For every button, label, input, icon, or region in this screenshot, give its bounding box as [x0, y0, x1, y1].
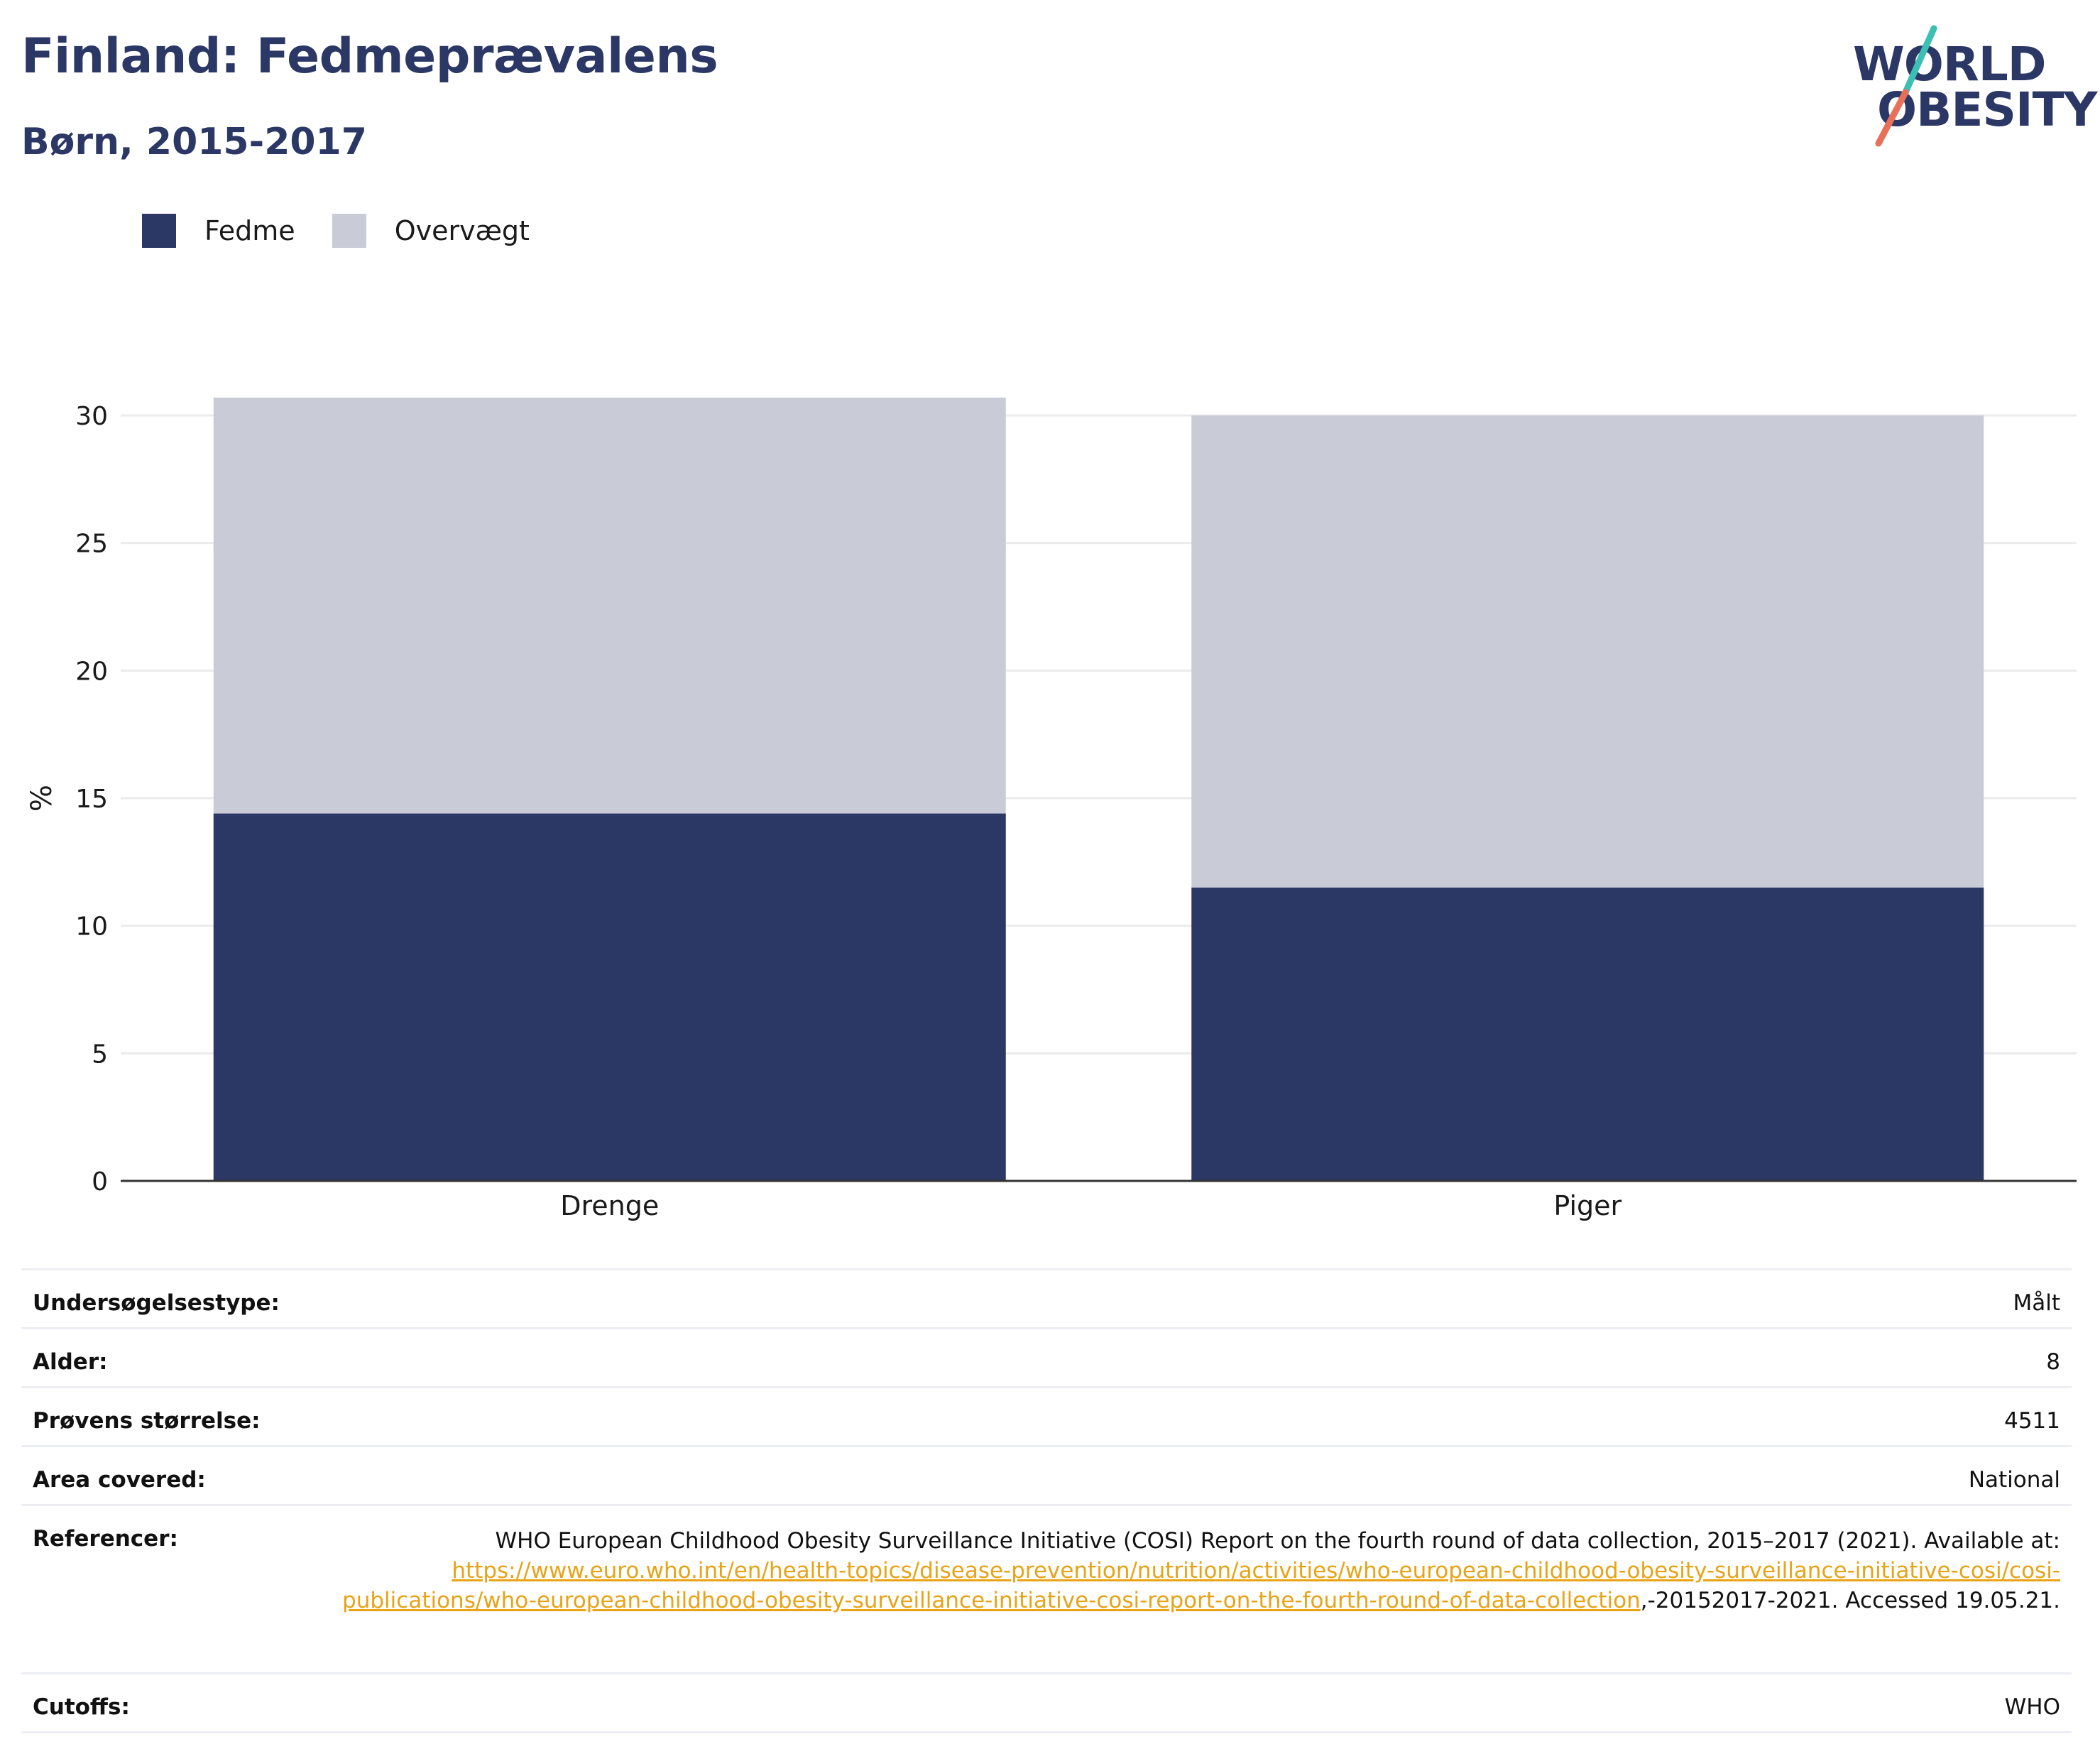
chart-subtitle: Børn, 2015-2017	[21, 121, 367, 163]
info-label: Area covered:	[33, 1467, 206, 1493]
info-value: National	[1968, 1467, 2060, 1493]
info-value: WHO	[2004, 1694, 2060, 1720]
y-tick-label: 15	[75, 785, 108, 814]
y-tick-label: 30	[75, 402, 108, 431]
info-label: Referencer:	[33, 1526, 178, 1552]
legend-label-fedme: Fedme	[204, 215, 295, 246]
y-tick-label: 0	[92, 1167, 108, 1197]
bars	[213, 397, 1984, 1181]
legend-item-fedme[interactable]: Fedme	[142, 214, 295, 248]
info-value: Målt	[2013, 1290, 2060, 1316]
info-row-age: Alder: 8	[21, 1329, 2072, 1388]
reference-link[interactable]: https://www.euro.who.int/en/health-topic…	[342, 1558, 2060, 1613]
bar-overvægt	[1191, 415, 1984, 888]
axes: 0 5 10 15 20 25 30 Drenge Piger%	[26, 402, 2077, 1221]
y-tick-label: 25	[75, 530, 108, 559]
y-axis-title: %	[26, 785, 58, 812]
x-category-label: Piger	[1553, 1190, 1622, 1221]
info-row-sample-size: Prøvens størrelse: 4511	[21, 1388, 2072, 1447]
bar-fedme	[213, 813, 1006, 1181]
logo-line-1: WORLD	[1853, 37, 2047, 92]
info-label: Undersøgelsestype:	[33, 1290, 280, 1316]
stacked-bar-chart: 0 5 10 15 20 25 30 Drenge Piger%	[26, 397, 2077, 1221]
x-category-label: Drenge	[560, 1190, 659, 1221]
info-row-cutoffs: Cutoffs: WHO	[21, 1674, 2072, 1733]
legend-item-overvaegt[interactable]: Overvægt	[332, 214, 530, 248]
world-obesity-logo: WORLD OBESITY	[1846, 21, 2097, 156]
info-row-area: Area covered: National	[21, 1447, 2072, 1506]
info-row-survey-type: Undersøgelsestype: Målt	[21, 1270, 2072, 1329]
y-tick-label: 5	[92, 1040, 108, 1069]
y-tick-label: 20	[75, 657, 108, 686]
info-table: Undersøgelsestype: Målt Alder: 8 Prøvens…	[21, 1268, 2072, 1733]
logo-slash-icon	[1875, 25, 1937, 147]
bar-fedme	[1191, 887, 1984, 1181]
chart-title: Finland: Fedmeprævalens	[21, 28, 718, 85]
reference-text: WHO European Childhood Obesity Surveilla…	[342, 1526, 2060, 1615]
info-label: Alder:	[33, 1349, 108, 1375]
reference-text-after: ,-20152017-2021. Accessed 19.05.21.	[1640, 1588, 2060, 1613]
bar-overvægt	[213, 397, 1006, 814]
legend-label-overvaegt: Overvægt	[394, 215, 530, 246]
reference-text-before: WHO European Childhood Obesity Surveilla…	[495, 1528, 2060, 1554]
info-label: Cutoffs:	[33, 1694, 130, 1720]
logo-line-2: OBESITY	[1877, 82, 2097, 137]
info-row-references: Referencer: WHO European Childhood Obesi…	[21, 1506, 2072, 1674]
legend-swatch-fedme	[142, 214, 176, 248]
legend-swatch-overvaegt	[332, 214, 366, 248]
info-value: 8	[2046, 1349, 2060, 1375]
chart-legend: Fedme Overvægt	[142, 212, 567, 250]
info-label: Prøvens størrelse:	[33, 1408, 261, 1434]
info-value: 4511	[2004, 1408, 2060, 1434]
y-tick-label: 10	[75, 912, 108, 942]
